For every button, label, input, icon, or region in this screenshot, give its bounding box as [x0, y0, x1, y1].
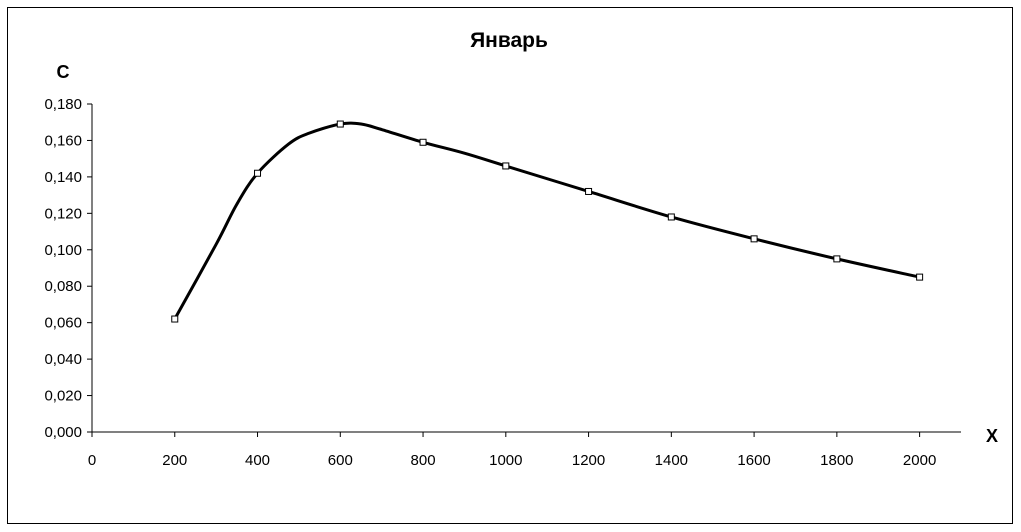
y-tick-label: 0,180 [44, 96, 82, 113]
x-tick-label: 1200 [572, 452, 605, 469]
x-axis-label: X [986, 426, 998, 446]
x-tick-label: 2000 [903, 452, 936, 469]
data-point [502, 162, 510, 170]
x-tick-label: 0 [88, 452, 96, 469]
x-tick-label: 200 [162, 452, 187, 469]
x-tick-label: 1600 [737, 452, 770, 469]
y-tick-label: 0,060 [44, 315, 82, 332]
y-tick-label: 0,080 [44, 278, 82, 295]
x-tick-label: 400 [245, 452, 270, 469]
y-axis-label: C [57, 62, 70, 82]
data-point [750, 235, 758, 243]
y-tick-label: 0,000 [44, 424, 82, 441]
series-group [171, 120, 924, 323]
data-point [419, 138, 427, 146]
x-tick-label: 1000 [489, 452, 522, 469]
data-point [916, 273, 924, 281]
x-tick-label: 800 [411, 452, 436, 469]
y-tick-label: 0,140 [44, 169, 82, 186]
x-ticks: 0 200 400 600 800 1000 1200 1400 1600 1800 2000 [88, 432, 936, 469]
y-tick-label: 0,100 [44, 242, 82, 259]
x-tick-label: 1400 [655, 452, 688, 469]
data-point [171, 315, 179, 323]
data-point [667, 213, 675, 221]
x-tick-label: 1800 [820, 452, 853, 469]
y-tick-label: 0,020 [44, 388, 82, 405]
series-line-0 [173, 121, 920, 320]
chart-title: Январь [470, 29, 548, 52]
y-tick-label: 0,040 [44, 351, 82, 368]
chart-frame [7, 7, 1013, 524]
y-tick-label: 0,160 [44, 132, 82, 149]
data-point [254, 169, 262, 177]
data-point [833, 255, 841, 263]
y-tick-label: 0,120 [44, 205, 82, 222]
y-ticks: 0,000 0,020 0,040 0,060 0,080 0,100 0,120 0,140… [44, 96, 92, 441]
data-point [336, 120, 344, 128]
data-point [585, 187, 593, 195]
x-tick-label: 600 [328, 452, 353, 469]
